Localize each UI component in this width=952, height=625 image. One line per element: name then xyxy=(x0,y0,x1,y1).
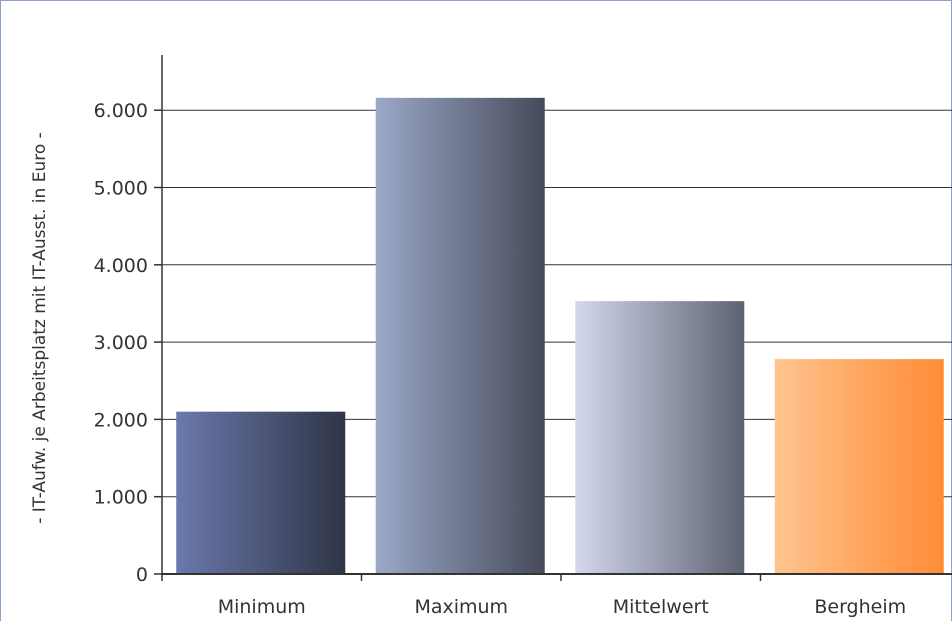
y-tick-label: 0 xyxy=(136,564,148,586)
x-tick-label: Bergheim xyxy=(814,596,906,618)
axes: 0 1.000 2.000 3.000 4.000 5.000 6.000 Minimum Ma… xyxy=(94,55,952,618)
x-tick-label: Minimum xyxy=(218,596,306,618)
y-tick-label: 4.000 xyxy=(94,255,148,277)
bar-maximum xyxy=(375,97,545,574)
bar-minimum xyxy=(176,411,346,574)
bar-bergheim xyxy=(774,359,944,574)
x-tick-label: Mittelwert xyxy=(613,596,709,618)
y-tick-label: 2.000 xyxy=(94,409,148,431)
bars xyxy=(176,97,944,574)
bar-mittelwert xyxy=(575,301,745,574)
y-axis-title: - IT-Aufw. je Arbeitsplatz mit IT-Ausst.… xyxy=(30,132,50,524)
y-tick-label: 5.000 xyxy=(94,178,148,200)
x-tick-label: Maximum xyxy=(414,596,508,618)
y-tick-label: 3.000 xyxy=(94,332,148,354)
y-tick-label: 1.000 xyxy=(94,487,148,509)
y-tick-label: 6.000 xyxy=(94,100,148,122)
